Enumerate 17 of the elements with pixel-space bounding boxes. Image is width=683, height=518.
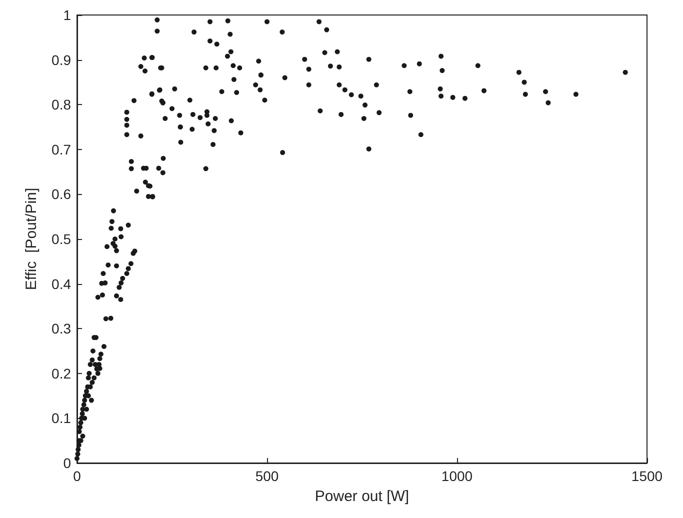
y-tick-label: 1 [63,7,72,23]
y-tick-label: 0.9 [52,52,72,68]
x-tick-label: 1000 [441,468,473,484]
x-tick-label: 1500 [631,468,663,484]
y-tick-label: 0.5 [52,231,72,247]
y-tick-label: 0.8 [52,96,72,113]
x-tick-label: 0 [73,468,82,484]
x-tick-label: 500 [255,468,279,484]
y-tick-label: 0.4 [52,276,72,292]
y-tick-label: 0.1 [52,410,72,426]
y-tick-label: 0.3 [52,320,72,337]
y-tick-label: 0.7 [52,141,72,158]
y-tick-label: 0 [63,455,72,471]
x-axis-title: Power out [W] [314,488,410,505]
y-tick-label: 0.2 [52,365,72,382]
y-tick-label: 0.6 [52,186,72,202]
y-axis-title: Effic [Pout/Pin] [23,188,40,290]
